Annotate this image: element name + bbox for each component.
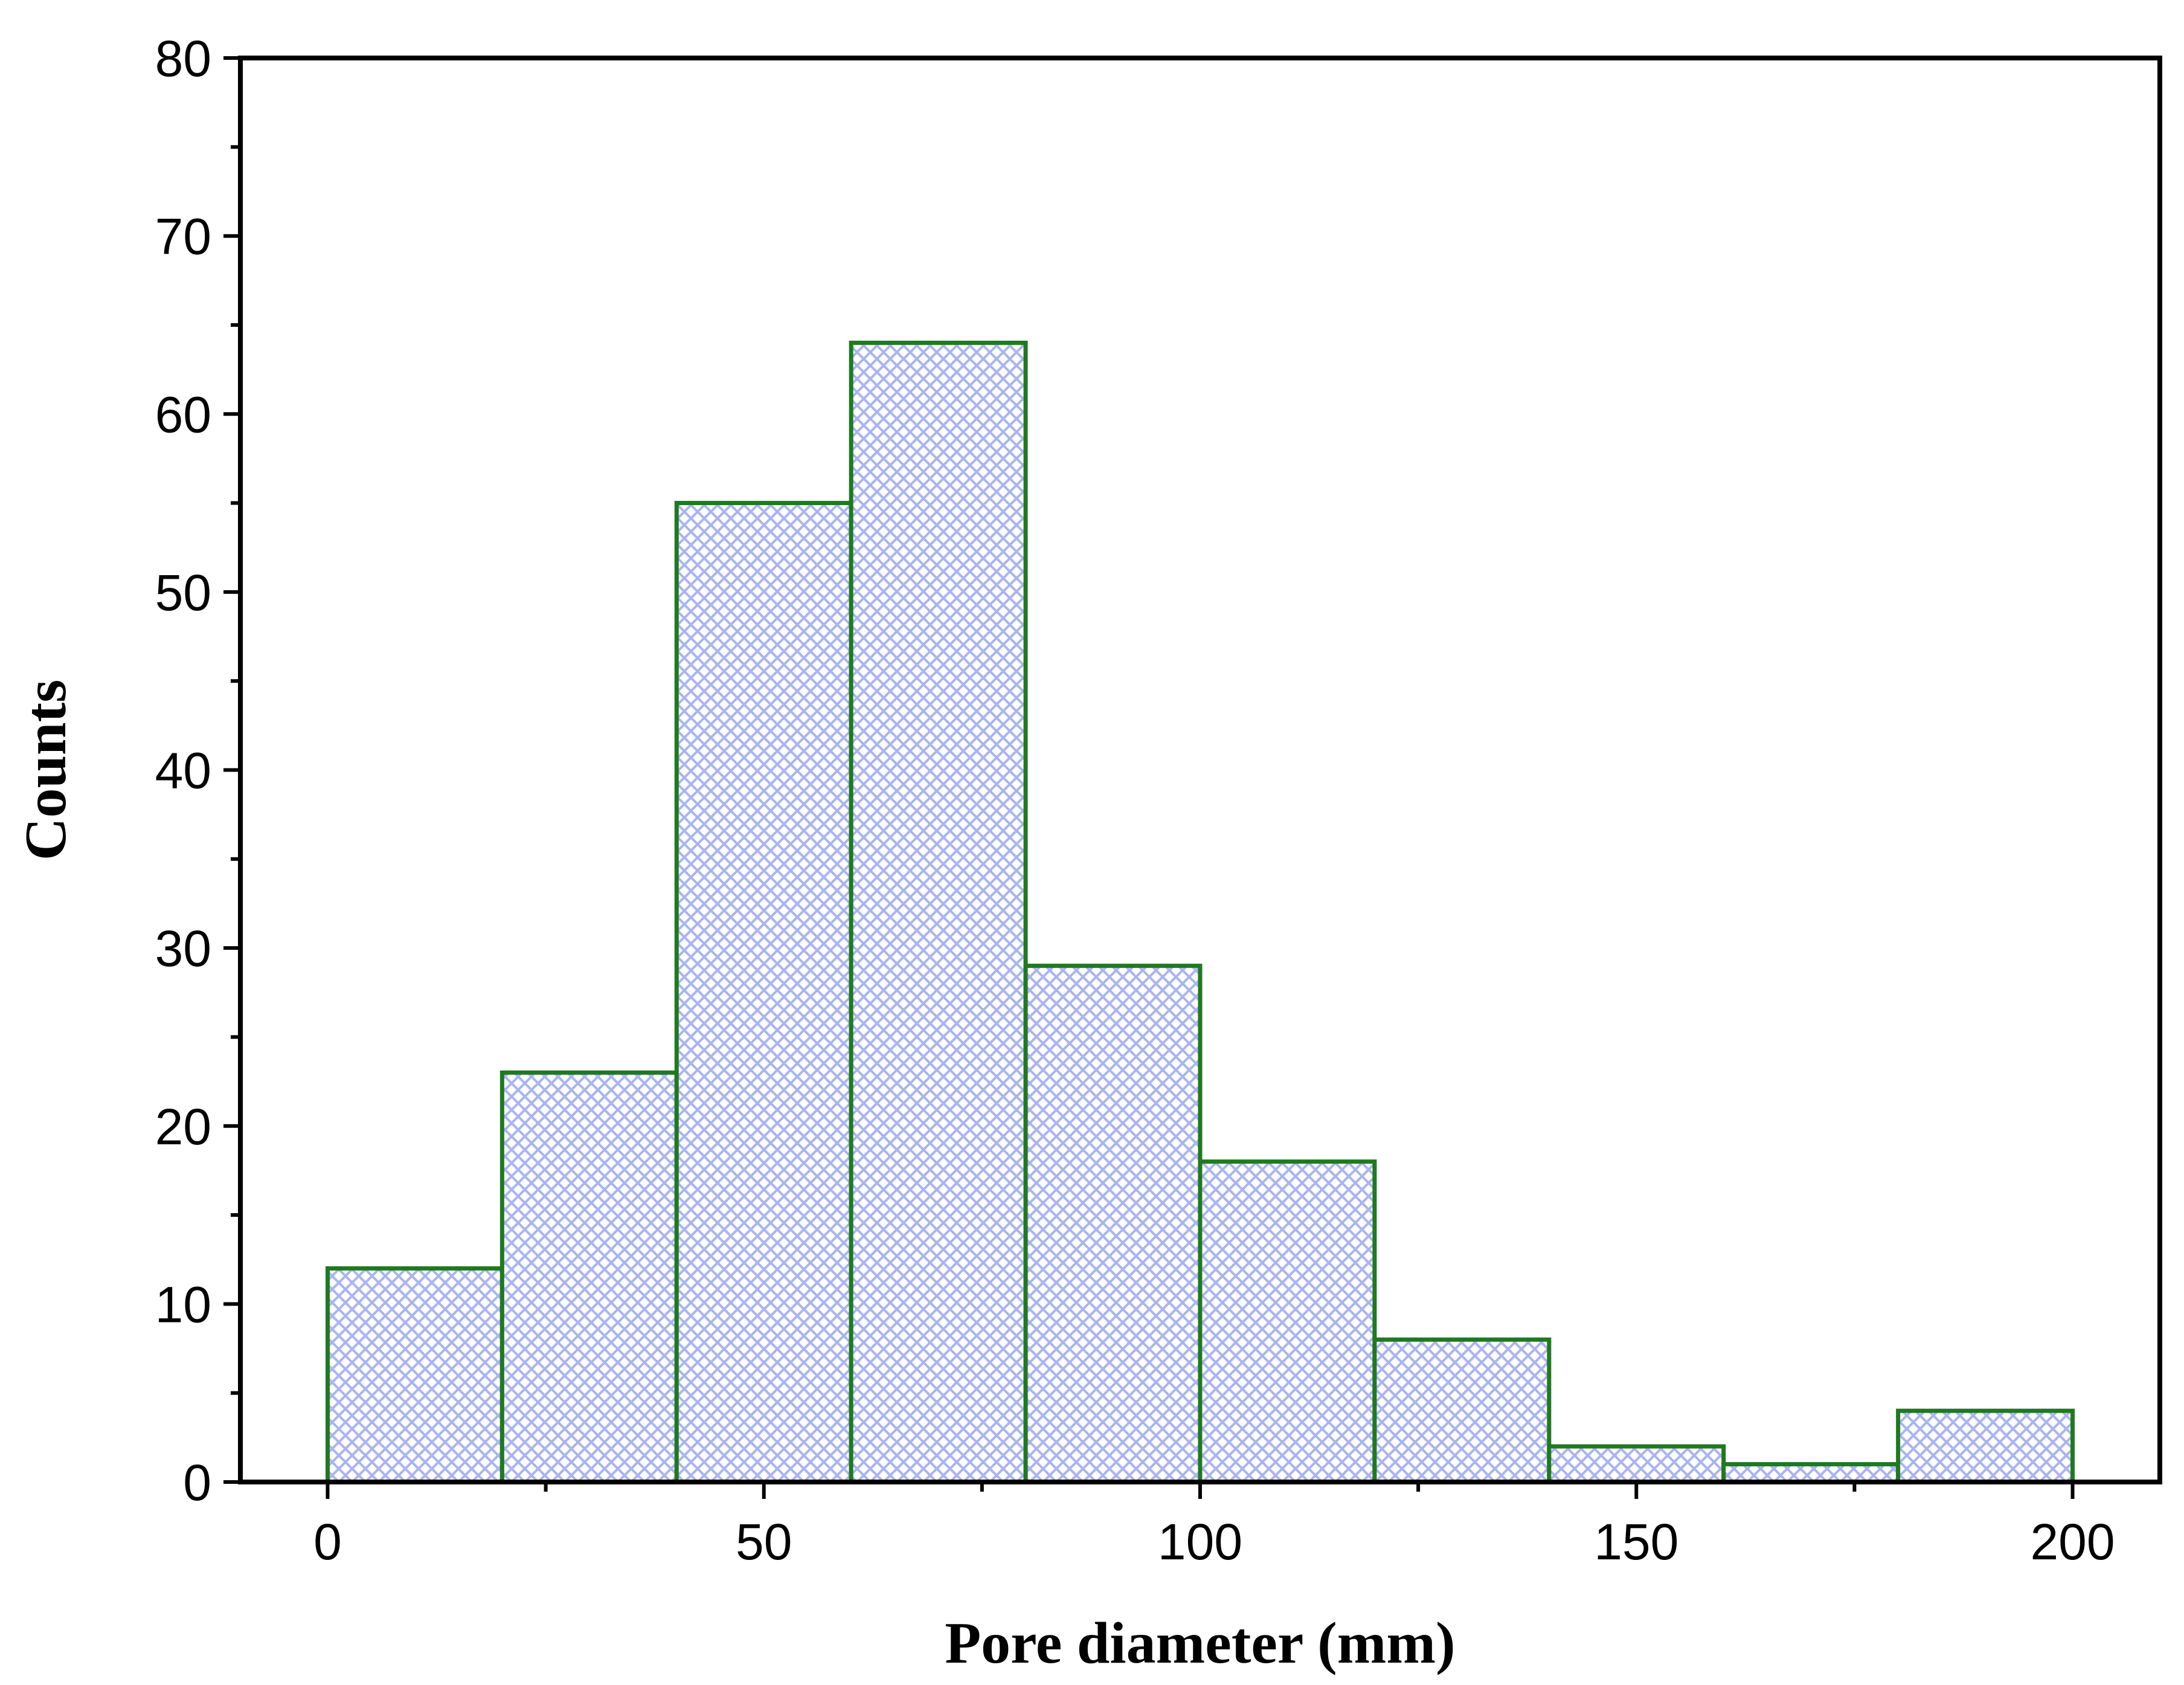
x-tick-label: 150	[1594, 1513, 1678, 1570]
x-tick-label: 0	[313, 1513, 342, 1570]
histogram-bar-100-120	[1198, 1159, 1377, 1484]
y-tick-label: 80	[155, 30, 211, 87]
histogram-bar-0-20	[325, 1266, 504, 1484]
histogram-bar-60-80	[849, 340, 1028, 1484]
histogram-bar-160-180	[1721, 1462, 1901, 1484]
y-tick-label: 40	[155, 743, 211, 799]
y-tick-label: 50	[155, 564, 211, 621]
x-tick-label: 200	[2030, 1513, 2115, 1570]
histogram-bar-120-140	[1372, 1337, 1552, 1484]
histogram-bar-180-200	[1896, 1408, 2075, 1484]
x-axis-title: Pore diameter (mm)	[945, 1611, 1455, 1676]
y-tick-label: 20	[155, 1098, 211, 1155]
ticks-layer: 0 50 100 150 200 0 10 20 30 40 50 60 70 80	[155, 30, 2115, 1570]
y-tick-label: 10	[155, 1276, 211, 1333]
histogram-bar-140-160	[1547, 1444, 1726, 1484]
y-tick-label: 70	[155, 208, 211, 265]
histogram-bar-20-40	[499, 1070, 679, 1484]
bars-layer	[325, 340, 2075, 1484]
y-tick-label: 30	[155, 920, 211, 977]
histogram-bar-80-100	[1023, 964, 1203, 1484]
y-tick-label: 0	[183, 1454, 211, 1511]
histogram-bar-40-60	[674, 501, 853, 1484]
x-tick-label: 100	[1158, 1513, 1242, 1570]
x-tick-label: 50	[736, 1513, 792, 1570]
y-axis-title: Counts	[13, 680, 79, 861]
y-tick-label: 60	[155, 386, 211, 443]
